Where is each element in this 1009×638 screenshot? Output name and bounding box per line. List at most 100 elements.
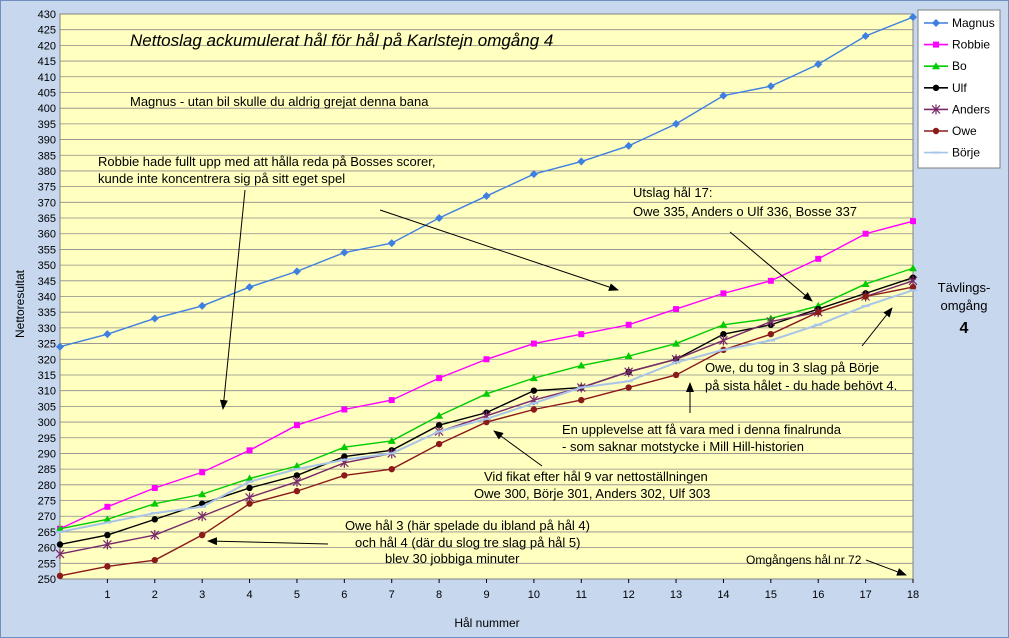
data-point — [150, 314, 159, 323]
x-axis-label: Hål nummer — [454, 616, 519, 630]
side-label-line-1: Tävlings- — [938, 280, 991, 295]
data-point — [388, 397, 395, 404]
data-point — [719, 91, 728, 100]
y-tick-label: 430 — [38, 9, 56, 21]
data-point — [435, 421, 443, 429]
x-tick-label: 14 — [717, 589, 729, 601]
x-tick-label: 7 — [389, 589, 395, 601]
y-tick-label: 345 — [38, 276, 56, 288]
legend-entry: Robbie — [924, 38, 990, 52]
y-tick-label: 350 — [38, 260, 56, 272]
annotation-utslag-2: Owe 335, Anders o Ulf 336, Bosse 337 — [633, 204, 857, 219]
annotation-owe-hal3-2: och hål 4 (där du slog tre slag på hål 5… — [355, 535, 580, 550]
data-point — [341, 406, 348, 413]
legend-label: Ulf — [952, 81, 967, 95]
legend-swatch-marker — [933, 41, 939, 48]
y-tick-label: 405 — [38, 87, 56, 99]
data-point — [672, 119, 681, 128]
series-lines — [55, 13, 918, 580]
legend-swatch-marker — [932, 127, 940, 135]
y-tick-label: 400 — [38, 103, 56, 115]
annotation-magnus: Magnus - utan bil skulle du aldrig greja… — [130, 94, 429, 109]
data-point — [104, 531, 111, 539]
data-point — [577, 157, 586, 166]
data-point — [909, 283, 917, 291]
y-tick-label: 395 — [38, 119, 56, 131]
y-tick-label: 410 — [38, 72, 56, 84]
y-axis-label: Nettoresultat — [13, 269, 27, 338]
side-label-line-2: omgång — [941, 298, 988, 313]
data-point — [55, 548, 65, 559]
data-point — [815, 255, 822, 262]
data-point — [909, 13, 917, 22]
data-point — [104, 503, 111, 510]
data-point — [530, 340, 537, 347]
arrow-utslag — [729, 231, 813, 302]
y-tick-label: 385 — [38, 150, 56, 162]
annotation-robbie-2: kunde inte koncentrera sig på sitt eget … — [98, 171, 345, 186]
data-point — [292, 462, 301, 469]
legend-label: Robbie — [952, 38, 990, 52]
data-point — [387, 436, 396, 444]
data-point — [198, 531, 206, 539]
legend-swatch-marker — [932, 62, 940, 70]
data-point — [56, 541, 64, 548]
data-point — [624, 141, 633, 150]
y-tick-label: 290 — [38, 448, 56, 460]
series-magnus — [56, 13, 917, 351]
annotations: Magnus - utan bil skulle du aldrig greja… — [98, 94, 897, 567]
data-point — [197, 511, 207, 522]
y-tick-label: 280 — [38, 480, 56, 492]
y-tick-label: 255 — [38, 558, 56, 570]
data-point — [293, 472, 301, 479]
data-point — [56, 524, 64, 532]
x-tick-label: 2 — [152, 589, 158, 601]
data-point — [483, 356, 490, 363]
data-point — [767, 277, 774, 284]
data-point — [340, 443, 349, 451]
data-point — [151, 516, 158, 523]
y-tick-label: 315 — [38, 370, 56, 382]
annotation-arrows — [207, 189, 907, 576]
data-point — [246, 500, 253, 507]
data-point — [815, 308, 822, 316]
data-point — [198, 301, 207, 310]
data-point — [862, 230, 869, 237]
data-point — [435, 411, 444, 419]
data-point — [245, 283, 254, 292]
data-point — [814, 60, 823, 69]
data-point — [293, 422, 300, 429]
data-point — [292, 267, 301, 276]
data-point — [246, 484, 253, 492]
y-tick-label: 330 — [38, 323, 56, 335]
y-tick-label: 415 — [38, 56, 56, 68]
data-point — [150, 499, 159, 507]
annotation-robbie-1: Robbie hade fullt upp med att hålla reda… — [98, 154, 436, 169]
legend-swatch-marker — [932, 19, 940, 27]
x-tick-label: 6 — [341, 589, 347, 601]
data-point — [909, 264, 917, 272]
data-point — [199, 469, 206, 476]
y-tick-label: 360 — [38, 229, 56, 241]
y-tick-label: 265 — [38, 527, 56, 539]
legend-entry: Börje — [924, 146, 980, 160]
legend-label: Börje — [952, 146, 980, 160]
y-tick-label: 390 — [38, 135, 56, 147]
legend-entry: Anders — [924, 102, 990, 116]
legend: Magnus Robbie Bo Ulf Anders Owe Börje — [917, 9, 1001, 169]
data-point — [625, 384, 632, 391]
annotation-upplevelse-1: En upplevelse att få vara med i denna fi… — [562, 422, 842, 437]
side-label-round: 4 — [960, 320, 969, 337]
data-point — [103, 330, 112, 339]
annotation-owe-hal3-1: Owe hål 3 (här spelade du ibland på hål … — [345, 518, 590, 533]
legend-entry: Ulf — [924, 81, 967, 95]
legend-entry: Owe — [924, 124, 977, 138]
arrow-fikat — [493, 430, 543, 467]
data-point — [388, 465, 395, 473]
annotation-owe-last-2: på sista hålet - du hade behövt 4. — [705, 378, 897, 393]
annotation-upplevelse-2: - som saknar motstycke i Mill Hill-histo… — [562, 439, 804, 454]
series-börje — [56, 289, 917, 533]
data-point — [483, 418, 490, 426]
x-tick-label: 10 — [528, 589, 540, 601]
data-point — [151, 556, 158, 564]
